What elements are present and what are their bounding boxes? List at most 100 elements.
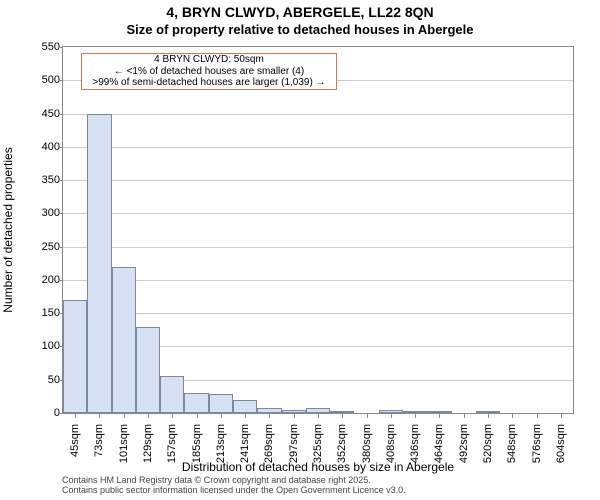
y-tick-label: 150 xyxy=(36,307,60,319)
y-tick-label: 0 xyxy=(36,407,60,419)
x-tick-label: 548sqm xyxy=(506,424,518,464)
y-tick-label: 300 xyxy=(36,207,60,219)
histogram-bar xyxy=(306,408,330,413)
chart-footer: Contains HM Land Registry data © Crown c… xyxy=(62,476,406,496)
x-tick-mark xyxy=(512,414,513,418)
x-tick-mark xyxy=(318,414,319,418)
x-tick-mark xyxy=(342,414,343,418)
x-tick-mark xyxy=(75,414,76,418)
plot-area: 4 BRYN CLWYD: 50sqm ← <1% of detached ho… xyxy=(62,46,574,414)
x-tick-label: 408sqm xyxy=(385,424,397,464)
y-axis-label: Number of detached properties xyxy=(1,147,15,312)
y-tick-label: 550 xyxy=(36,41,60,53)
y-tick-label: 50 xyxy=(36,374,60,386)
x-tick-label: 297sqm xyxy=(288,424,300,464)
y-tick-mark xyxy=(58,346,62,347)
x-tick-mark xyxy=(245,414,246,418)
histogram-bar xyxy=(184,393,208,413)
y-tick-label: 450 xyxy=(36,108,60,120)
x-tick-mark xyxy=(464,414,465,418)
histogram-bar xyxy=(136,327,160,414)
histogram-bar xyxy=(87,114,111,413)
x-tick-mark xyxy=(148,414,149,418)
gridline xyxy=(63,280,573,281)
y-tick-mark xyxy=(58,80,62,81)
histogram-bar xyxy=(209,394,233,413)
x-tick-label: 129sqm xyxy=(142,424,154,464)
gridline xyxy=(63,180,573,181)
gridline xyxy=(63,213,573,214)
x-tick-mark xyxy=(197,414,198,418)
x-tick-label: 464sqm xyxy=(433,424,445,464)
x-tick-label: 492sqm xyxy=(458,424,470,464)
x-tick-mark xyxy=(294,414,295,418)
x-tick-label: 352sqm xyxy=(336,424,348,464)
x-tick-label: 241sqm xyxy=(239,424,251,464)
x-tick-label: 604sqm xyxy=(555,424,567,464)
gridline xyxy=(63,114,573,115)
histogram-bar xyxy=(282,410,306,413)
histogram-bar xyxy=(379,410,403,413)
x-tick-label: 380sqm xyxy=(361,424,373,464)
y-tick-mark xyxy=(58,180,62,181)
x-tick-mark xyxy=(99,414,100,418)
y-tick-label: 350 xyxy=(36,174,60,186)
y-tick-mark xyxy=(58,280,62,281)
chart-title: 4, BRYN CLWYD, ABERGELE, LL22 8QN xyxy=(0,4,600,20)
gridline xyxy=(63,247,573,248)
x-tick-mark xyxy=(124,414,125,418)
x-tick-mark xyxy=(439,414,440,418)
x-tick-mark xyxy=(221,414,222,418)
x-tick-mark xyxy=(367,414,368,418)
y-tick-mark xyxy=(58,247,62,248)
histogram-bar xyxy=(160,376,184,413)
x-tick-mark xyxy=(269,414,270,418)
x-tick-label: 185sqm xyxy=(191,424,203,464)
x-tick-mark xyxy=(537,414,538,418)
annotation-line-3: >99% of semi-detached houses are larger … xyxy=(84,77,334,89)
annotation-line-1: 4 BRYN CLWYD: 50sqm xyxy=(84,54,334,66)
histogram-bar xyxy=(233,400,257,413)
histogram-bar xyxy=(330,411,354,413)
histogram-bar xyxy=(63,300,87,413)
histogram-bar xyxy=(427,411,451,413)
y-tick-mark xyxy=(58,313,62,314)
y-tick-label: 100 xyxy=(36,340,60,352)
x-tick-label: 157sqm xyxy=(166,424,178,464)
y-tick-label: 200 xyxy=(36,274,60,286)
y-tick-label: 500 xyxy=(36,74,60,86)
x-tick-label: 73sqm xyxy=(93,424,105,464)
histogram-bar xyxy=(403,411,427,413)
x-tick-label: 213sqm xyxy=(215,424,227,464)
y-tick-mark xyxy=(58,413,62,414)
y-tick-label: 250 xyxy=(36,241,60,253)
annotation-line-2: ← <1% of detached houses are smaller (4) xyxy=(84,66,334,78)
x-tick-label: 325sqm xyxy=(312,424,324,464)
x-tick-label: 520sqm xyxy=(482,424,494,464)
x-tick-mark xyxy=(561,414,562,418)
histogram-bar xyxy=(257,408,281,413)
y-tick-mark xyxy=(58,147,62,148)
gridline xyxy=(63,147,573,148)
x-tick-label: 269sqm xyxy=(263,424,275,464)
x-tick-mark xyxy=(172,414,173,418)
property-size-chart: 4, BRYN CLWYD, ABERGELE, LL22 8QN Size o… xyxy=(0,0,600,500)
annotation-box: 4 BRYN CLWYD: 50sqm ← <1% of detached ho… xyxy=(81,53,337,90)
chart-subtitle: Size of property relative to detached ho… xyxy=(0,22,600,37)
x-tick-label: 101sqm xyxy=(118,424,130,464)
footer-line-2: Contains public sector information licen… xyxy=(62,486,406,496)
histogram-bar xyxy=(476,411,500,413)
y-tick-mark xyxy=(58,114,62,115)
x-tick-mark xyxy=(488,414,489,418)
gridline xyxy=(63,313,573,314)
y-tick-mark xyxy=(58,47,62,48)
x-tick-mark xyxy=(415,414,416,418)
x-tick-label: 576sqm xyxy=(531,424,543,464)
x-tick-mark xyxy=(391,414,392,418)
histogram-bar xyxy=(112,267,136,413)
y-tick-mark xyxy=(58,380,62,381)
x-tick-label: 45sqm xyxy=(69,424,81,464)
y-tick-label: 400 xyxy=(36,141,60,153)
y-tick-mark xyxy=(58,213,62,214)
x-tick-label: 436sqm xyxy=(409,424,421,464)
